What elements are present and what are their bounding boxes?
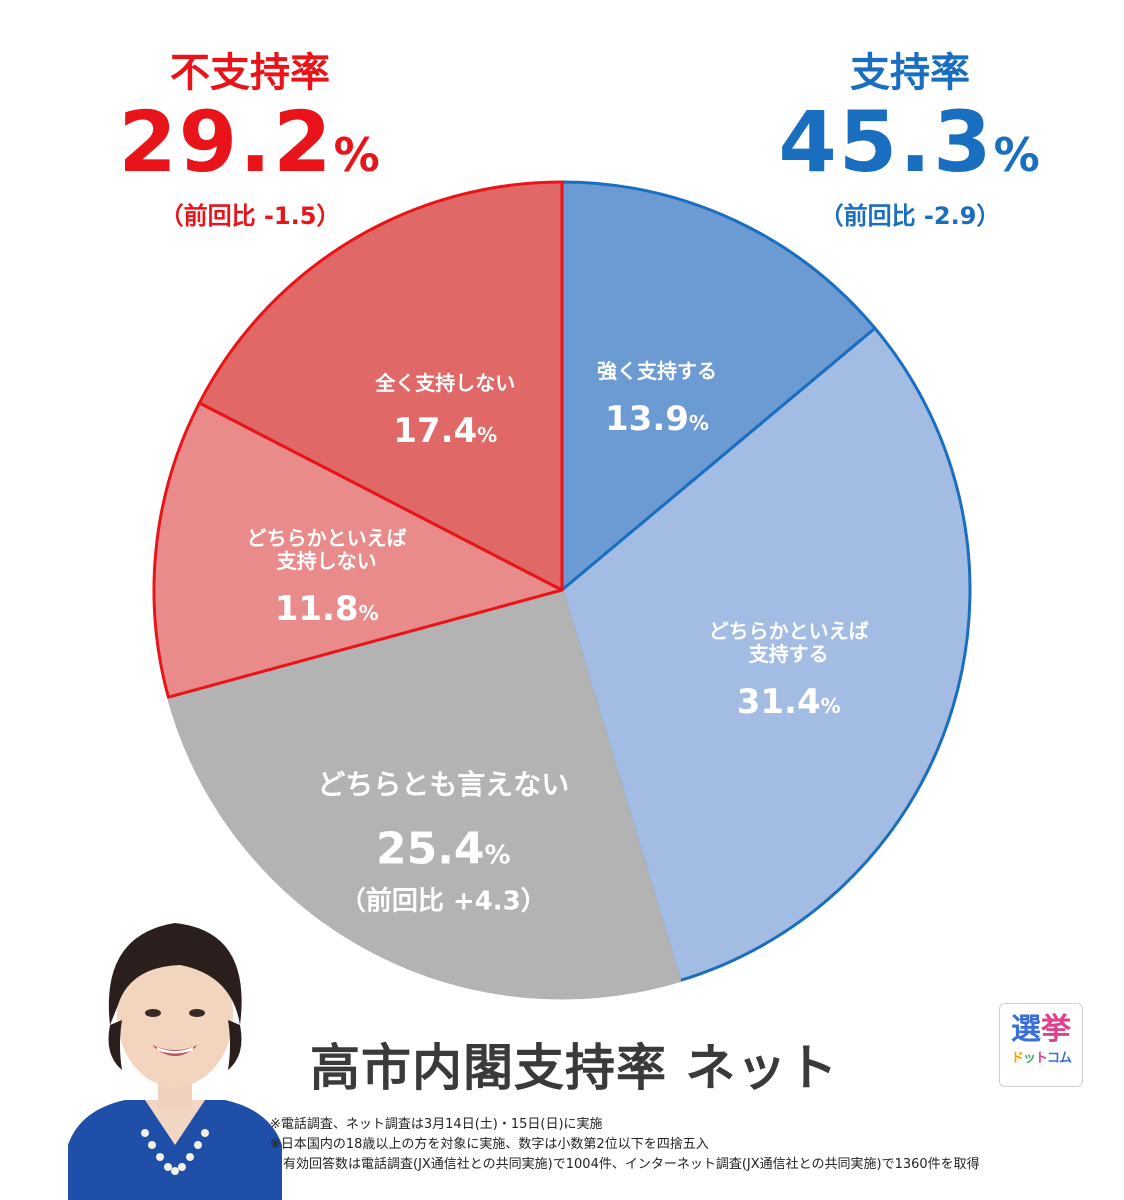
pie-slice — [166, 588, 682, 1000]
slice-value-label: 13.9% — [605, 399, 709, 439]
slice-category-label: どちらかといえば — [247, 526, 407, 550]
approval-change: （前回比 -2.9） — [819, 202, 1001, 230]
slice-category-label: 強く支持する — [597, 359, 717, 383]
disapproval-summary: 不支持率 29.2% （前回比 -1.5） — [80, 50, 420, 231]
disapproval-change: （前回比 -1.5） — [159, 202, 341, 230]
slice-label: どちらとも言えない 25.4% （前回比 +4.3） — [317, 768, 569, 917]
slice-category-label: どちらとも言えない — [317, 768, 569, 801]
pie-slice — [152, 401, 564, 699]
slice-category-label: 全く支持しない — [374, 371, 515, 395]
politician-portrait — [60, 895, 290, 1200]
slice-label: 強く支持する 13.9% — [597, 359, 717, 439]
approval-summary: 支持率 45.3% （前回比 -2.9） — [740, 50, 1080, 231]
survey-note: 有効回答数は電話調査(JX通信社との共同実施)で1004件、インターネット調査(… — [270, 1157, 980, 1172]
pie-slice — [197, 180, 564, 592]
chart-title: 高市内閣支持率 ネット — [310, 1039, 839, 1097]
slice-change-label: （前回比 +4.3） — [340, 886, 547, 917]
disapproval-label: 不支持率 — [170, 50, 330, 96]
slice-category-label: どちらかといえば — [709, 619, 869, 643]
survey-notes: ※電話調査、ネット調査は3月14日(土)・15日(日)に実施 ※日本国内の18歳… — [270, 1115, 980, 1175]
pie-slice — [560, 180, 877, 592]
slice-category-label: 支持しない — [277, 549, 377, 573]
slice-category-label: 支持する — [749, 642, 829, 666]
approval-value: 45.3% — [778, 93, 1042, 191]
slice-label: 全く支持しない 17.4% — [374, 371, 515, 451]
slice-value-label: 11.8% — [275, 589, 379, 629]
approval-label: 支持率 — [850, 50, 970, 96]
disapproval-value: 29.2% — [118, 93, 382, 191]
slice-value-label: 31.4% — [737, 682, 841, 722]
survey-note: ※電話調査、ネット調査は3月14日(土)・15日(日)に実施 — [270, 1117, 603, 1132]
site-logo: 選挙 ドットコム — [999, 1003, 1083, 1087]
slice-value-label: 17.4% — [393, 411, 497, 451]
pie-slice — [560, 326, 972, 983]
slice-value-label: 25.4% — [376, 824, 511, 875]
survey-note: ※日本国内の18歳以上の方を対象に実施、数字は小数第2位以下を四捨五入 — [270, 1137, 709, 1152]
